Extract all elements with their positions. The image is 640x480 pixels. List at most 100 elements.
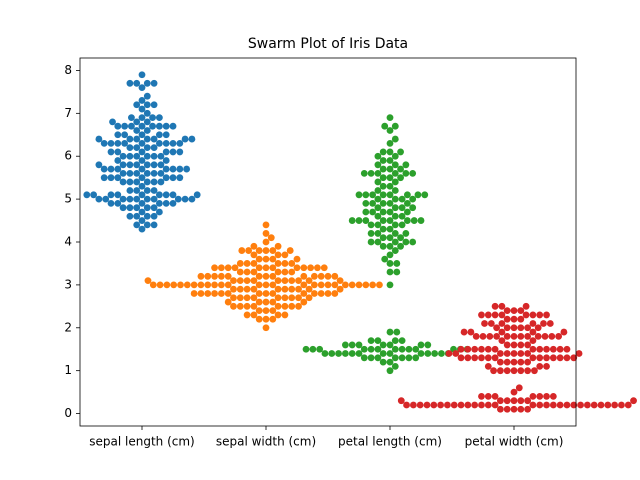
swarm-point [570,354,578,362]
swarm-point [250,302,258,310]
swarm-point [402,161,410,169]
swarm-point [412,354,420,362]
swarm-point [162,122,170,130]
swarm-point [281,251,289,259]
swarm-point [155,114,163,122]
swarm-point [548,332,556,340]
swarm-point [133,187,141,194]
swarm-point [119,169,127,177]
swarm-point [563,345,571,353]
swarm-point [230,302,237,310]
swarm-point [556,354,564,362]
swarm-point [114,139,122,147]
swarm-point [457,401,465,409]
swarm-point [379,148,387,156]
swarm-point [295,294,302,302]
swarm-point [510,350,518,357]
swarm-point [250,260,258,267]
swarm-point [236,302,244,310]
swarm-point [369,191,377,199]
swarm-point [498,320,506,327]
swarm-point [305,285,313,293]
swarm-point [381,122,389,130]
swarm-point [374,152,382,160]
swarm-point [143,195,151,203]
swarm-point [409,169,417,177]
swarm-point [281,311,289,319]
swarm-point [597,401,605,409]
swarm-point [230,285,237,293]
swarm-point [391,122,399,130]
swarm-point [391,187,399,194]
swarm-point [543,393,550,400]
swarm-point [460,328,468,336]
swarm-point [496,367,504,375]
swarm-point [119,178,127,186]
swarm-point [107,139,115,147]
swarm-point [138,84,146,91]
swarm-point [230,294,237,302]
swarm-point [490,367,497,375]
swarm-point [510,388,518,396]
swarm-point [472,332,480,340]
y-tick-label: 2 [64,320,72,334]
swarm-point [133,221,141,229]
swarm-point [438,350,445,357]
swarm-point [555,332,563,340]
swarm-point [281,260,289,267]
swarm-point [493,324,501,332]
swarm-point [310,290,318,297]
swarm-point [379,174,387,182]
swarm-point [230,277,237,285]
swarm-point [336,285,344,293]
swarm-point [269,298,277,306]
swarm-point [133,135,141,143]
swarm-point [143,169,151,177]
swarm-point [386,191,394,199]
swarm-point [183,281,191,289]
y-tick-label: 5 [64,192,72,206]
swarm-point [143,204,151,212]
swarm-point [590,401,598,409]
swarm-point [498,302,506,310]
swarm-point [328,350,336,357]
swarm-point [262,272,270,280]
swarm-point [517,358,525,366]
swarm-point [391,221,399,229]
swarm-point [295,302,302,310]
swarm-point [224,281,232,289]
swarm-point [503,332,511,340]
swarm-point [133,178,141,186]
swarm-point [397,397,405,405]
swarm-point [517,405,525,413]
swarm-point [133,169,141,177]
y-tick-label: 6 [64,149,72,163]
swarm-point [169,139,177,147]
swarm-point [138,191,146,199]
swarm-point [169,148,177,156]
swarm-point [217,281,225,289]
swarm-point [138,217,146,224]
swarm-point [543,354,550,362]
swarm-point [487,320,495,327]
swarm-point [255,281,263,289]
swarm-point [517,367,525,375]
swarm-point [391,204,399,212]
swarm-point [231,264,239,272]
swarm-point [331,272,339,280]
swarm-point [398,204,406,212]
swarm-point [374,337,382,345]
swarm-point [524,358,532,366]
swarm-point [391,345,399,353]
swarm-point [133,127,141,134]
swarm-point [391,230,399,237]
swarm-point [217,290,225,297]
swarm-point [379,157,387,164]
swarm-point [162,139,170,147]
swarm-point [543,311,550,319]
swarm-point [255,290,263,297]
swarm-point [367,345,375,353]
swarm-point [250,268,258,276]
swarm-point [529,393,537,400]
swarm-point [243,294,251,302]
